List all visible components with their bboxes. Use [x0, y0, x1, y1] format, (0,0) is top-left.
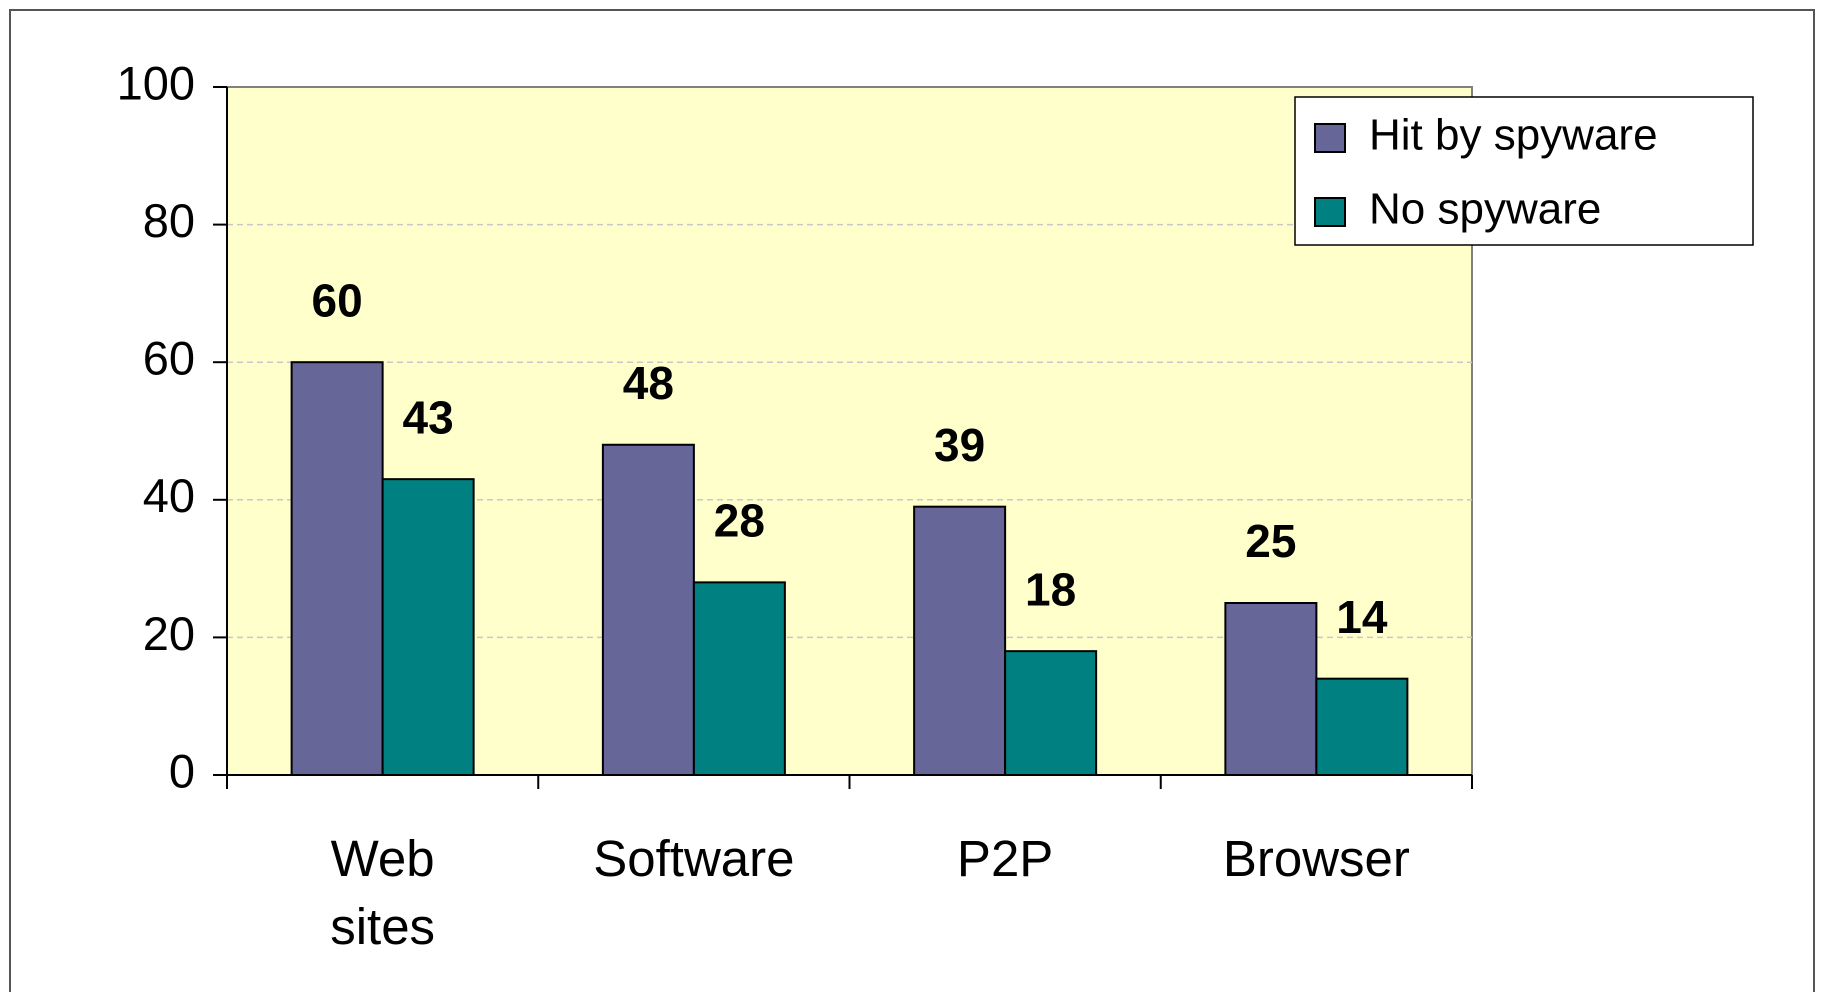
legend-swatch [1314, 123, 1346, 153]
legend [1294, 96, 1754, 246]
y-tick-label: 20 [143, 607, 195, 660]
bar [1004, 650, 1098, 776]
bar [381, 478, 475, 776]
y-tick-label: 0 [169, 744, 195, 797]
y-tick-label: 60 [143, 332, 195, 385]
y-tick-label: 40 [143, 469, 195, 522]
data-label: 14 [1336, 591, 1388, 643]
x-tick-label: Web sites [330, 830, 436, 955]
data-label: 48 [623, 357, 674, 409]
bar [1224, 602, 1318, 776]
legend-label: No spyware [1369, 185, 1601, 234]
bar [692, 581, 786, 776]
bar [913, 505, 1007, 776]
bar [1315, 677, 1409, 776]
y-tick-label: 80 [143, 194, 195, 247]
bar [290, 361, 384, 776]
x-tick-label: P2P [956, 830, 1054, 887]
legend-swatch [1314, 197, 1346, 227]
bar [601, 443, 695, 776]
data-label: 43 [403, 391, 454, 443]
data-label: 28 [714, 495, 765, 547]
data-label: 18 [1025, 563, 1076, 615]
y-tick-label: 100 [117, 56, 195, 109]
legend-label: Hit by spyware [1369, 111, 1658, 160]
data-label: 60 [312, 274, 363, 326]
data-label: 25 [1245, 515, 1296, 567]
x-tick-label: Browser [1222, 830, 1410, 887]
x-tick-label: Software [593, 830, 795, 887]
data-label: 39 [934, 419, 985, 471]
